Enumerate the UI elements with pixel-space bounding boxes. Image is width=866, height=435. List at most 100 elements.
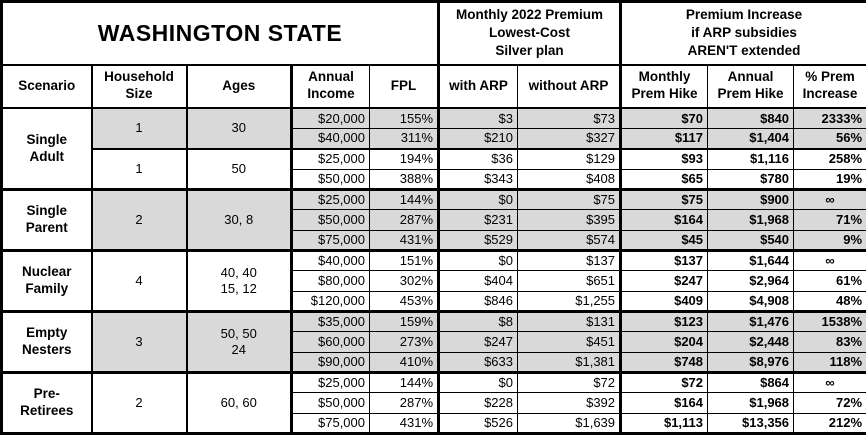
- fpl-cell: 311%: [369, 128, 439, 150]
- annual-hike-cell: $13,356: [707, 412, 795, 435]
- income-cell: $35,000: [290, 309, 370, 333]
- fpl-cell: 144%: [369, 370, 439, 394]
- with-arp-cell: $3: [437, 107, 518, 130]
- with-arp-cell: $8: [437, 309, 518, 333]
- table-row: $60,000 273% $247 $451 $204 $2,448 83%: [2, 331, 866, 353]
- without-arp-cell: $131: [516, 309, 622, 333]
- table-title: WASHINGTON STATE: [1, 0, 439, 66]
- with-arp-cell: $526: [437, 412, 518, 435]
- without-arp-cell: $408: [516, 168, 622, 191]
- annual-hike-cell: $1,644: [707, 248, 795, 272]
- income-cell: $40,000: [290, 128, 370, 150]
- table-row: Single Adult 1 30 $20,000 155% $3 $73 $7…: [1, 107, 866, 191]
- ages-cell: 30, 8: [185, 188, 292, 252]
- income-cell: $75,000: [290, 412, 370, 435]
- income-cell: $50,000: [290, 392, 370, 414]
- pct-increase-cell: 72%: [793, 392, 866, 414]
- annual-hike-cell: $780: [707, 168, 795, 191]
- without-arp-cell: $1,255: [516, 290, 622, 313]
- with-arp-cell: $210: [437, 128, 518, 150]
- scenario-cell: Empty Nesters: [1, 310, 92, 373]
- fpl-cell: 151%: [369, 248, 439, 272]
- with-arp-cell: $231: [437, 209, 518, 231]
- annual-hike-cell: $1,476: [707, 309, 795, 333]
- scenario-cell: Single Adult: [1, 107, 92, 191]
- income-cell: $50,000: [290, 209, 370, 231]
- table-row: $75,000 431% $526 $1,639 $1,113 $13,356 …: [2, 412, 866, 435]
- annual-hike-cell: $1,404: [707, 128, 795, 150]
- pct-increase-cell: ∞: [793, 188, 866, 211]
- fpl-cell: 273%: [369, 331, 439, 353]
- col-header-household-size: Household Size: [90, 64, 187, 110]
- household-size-cell: 2: [90, 188, 187, 252]
- annual-hike-cell: $4,908: [707, 290, 795, 313]
- table-row: $40,000 311% $210 $327 $117 $1,404 56%: [2, 128, 866, 150]
- annual-hike-cell: $864: [707, 370, 795, 394]
- table-row: Empty Nesters 3 50, 50 24 $35,000 159% $…: [1, 309, 866, 373]
- pct-increase-cell: ∞: [793, 370, 866, 394]
- ages-cell: 60, 60: [185, 370, 292, 435]
- pct-increase-cell: 118%: [793, 351, 866, 373]
- ages-cell: 50: [185, 147, 292, 191]
- with-arp-cell: $846: [437, 290, 518, 313]
- scenario-cell: Nuclear Family: [1, 249, 92, 312]
- without-arp-cell: $73: [516, 107, 622, 130]
- table-row: 1 50 $25,000 194% $36 $129 $93 $1,116 25…: [2, 147, 866, 191]
- income-cell: $40,000: [290, 248, 370, 272]
- without-arp-cell: $1,639: [516, 412, 622, 435]
- income-cell: $120,000: [290, 290, 370, 313]
- annual-hike-cell: $1,116: [707, 147, 795, 170]
- with-arp-cell: $0: [437, 248, 518, 272]
- ages-cell: 40, 40 15, 12: [185, 249, 292, 312]
- monthly-hike-cell: $45: [619, 229, 709, 252]
- fpl-cell: 287%: [369, 392, 439, 414]
- without-arp-cell: $574: [516, 229, 622, 252]
- income-cell: $50,000: [290, 168, 370, 191]
- monthly-hike-cell: $93: [619, 147, 709, 170]
- monthly-hike-cell: $247: [619, 270, 709, 292]
- annual-hike-cell: $2,964: [707, 270, 795, 292]
- table-row: $75,000 431% $529 $574 $45 $540 9%: [2, 229, 866, 252]
- table-row: $50,000 287% $228 $392 $164 $1,968 72%: [2, 392, 866, 414]
- fpl-cell: 431%: [369, 412, 439, 435]
- annual-hike-cell: $900: [707, 188, 795, 211]
- income-cell: $20,000: [290, 107, 370, 130]
- pct-increase-cell: 2333%: [793, 107, 866, 130]
- monthly-hike-cell: $164: [619, 392, 709, 414]
- without-arp-cell: $327: [516, 128, 622, 150]
- table-row: $50,000 287% $231 $395 $164 $1,968 71%: [2, 209, 866, 231]
- premium-group-header: Monthly 2022 Premium Lowest-Cost Silver …: [436, 0, 622, 66]
- monthly-hike-cell: $72: [619, 370, 709, 394]
- fpl-cell: 453%: [369, 290, 439, 313]
- income-cell: $90,000: [290, 351, 370, 373]
- table-row: $80,000 302% $404 $651 $247 $2,964 61%: [2, 270, 866, 292]
- with-arp-cell: $343: [437, 168, 518, 191]
- with-arp-cell: $0: [437, 188, 518, 211]
- fpl-cell: 302%: [369, 270, 439, 292]
- pct-increase-cell: 56%: [793, 128, 866, 150]
- table-row: Nuclear Family 4 40, 40 15, 12 $40,000 1…: [1, 248, 866, 312]
- income-cell: $80,000: [290, 270, 370, 292]
- household-size-cell: 2: [90, 370, 187, 435]
- monthly-hike-cell: $70: [619, 107, 709, 130]
- pct-increase-cell: 19%: [793, 168, 866, 191]
- income-cell: $25,000: [290, 188, 370, 211]
- annual-hike-cell: $2,448: [707, 331, 795, 353]
- household-size-cell: 1: [90, 107, 187, 150]
- income-cell: $25,000: [290, 147, 370, 170]
- col-header-ages: Ages: [185, 64, 292, 110]
- col-header-fpl: FPL: [369, 64, 439, 110]
- monthly-hike-cell: $409: [619, 290, 709, 313]
- pct-increase-cell: 71%: [793, 209, 866, 231]
- col-header-annual-income: Annual Income: [290, 64, 370, 110]
- without-arp-cell: $395: [516, 209, 622, 231]
- with-arp-cell: $0: [437, 370, 518, 394]
- monthly-hike-cell: $1,113: [619, 412, 709, 435]
- scenario-cell: Single Parent: [1, 188, 92, 252]
- without-arp-cell: $137: [516, 248, 622, 272]
- with-arp-cell: $633: [437, 351, 518, 373]
- fpl-cell: 410%: [369, 351, 439, 373]
- table-row: Single Parent 2 30, 8 $25,000 144% $0 $7…: [1, 188, 866, 252]
- fpl-cell: 194%: [369, 147, 439, 170]
- annual-hike-cell: $8,976: [707, 351, 795, 373]
